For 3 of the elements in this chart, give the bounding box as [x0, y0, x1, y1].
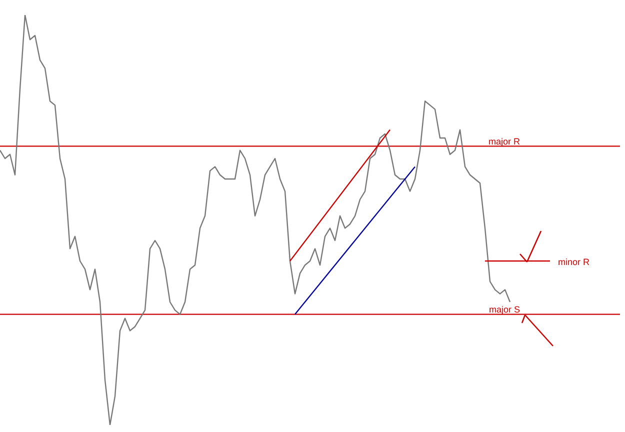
ref-line-label: major S	[488, 304, 520, 315]
series-label: minor R	[558, 257, 590, 267]
ref-line-label: major R	[488, 136, 520, 147]
